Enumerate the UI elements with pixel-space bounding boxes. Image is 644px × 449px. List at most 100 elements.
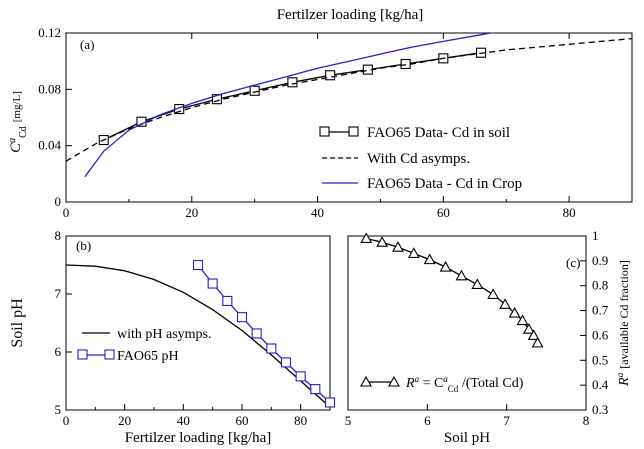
panel-c-frame: [347, 235, 587, 411]
panel-b-series-1-point: [236, 312, 248, 323]
panel-c-series: [360, 232, 544, 348]
legend-entry-cd-in-soil: FAO65 Data- Cd in soil: [319, 125, 510, 141]
panel-b-xtick-label: 0: [63, 413, 70, 428]
panel-b-series-1-point: [266, 343, 277, 354]
legend-entry-cd-in-crop: FAO65 Data - Cd in Crop: [322, 176, 522, 192]
panel-a-series-0-point: [249, 85, 260, 96]
panel-b-xtick-label: 60: [236, 413, 249, 428]
panel-a-series-0-point: [287, 77, 298, 88]
panel-c-series-0-point: [516, 314, 529, 326]
panel-b-series-1-point: [207, 278, 218, 289]
panel-c-series-0-point: [508, 306, 521, 318]
panel-c-ytick-label: 0.6: [592, 327, 609, 342]
panel-b-ticks: 0 20 40 60 80 5 6 7 8: [55, 228, 308, 428]
panel-c-ticks: 5 6 7 80.3 0.4 0.5 0.6 0.7 0.8 0.9 1: [345, 228, 609, 428]
panel-c-ytick-label: 0.4: [592, 377, 609, 392]
panel-c-ylabel-sup: a: [615, 372, 625, 377]
panel-b-series-1-point: [324, 397, 336, 408]
legend-label-cd-in-crop: FAO65 Data - Cd in Crop: [367, 176, 522, 192]
panel-b-legend: with pH asymps. FAO65 pH: [77, 327, 212, 364]
panel-b-series-1-line: [197, 264, 330, 403]
legend-entry-ph-asymps: with pH asymps.: [82, 327, 212, 342]
panel-a-ytick-label: 0.12: [38, 25, 61, 40]
panel-c-ytick-label: 0.5: [592, 352, 608, 367]
panel-c-series-0-point: [487, 288, 500, 299]
panel-c-ytick-label: 0.3: [592, 402, 608, 417]
panel-b-ytick-label: 5: [55, 402, 62, 417]
panel-c-label: (c): [566, 255, 580, 270]
panel-a-top-xlabel: Fertilzer loading [kg/ha]: [277, 7, 424, 23]
panel-a-ytick-label: 0.08: [38, 81, 61, 96]
panel-a-series-2-line: [84, 33, 495, 178]
panel-c-series-0-point: [499, 298, 512, 309]
legend-label-cd-asymps: With Cd asymps.: [367, 151, 470, 167]
panel-a-ticks: 0 20 40 60 80 0 0.04 0.08 0.12: [38, 25, 575, 220]
panel-b-ylabel: Soil pH: [9, 298, 26, 348]
legend-marker-cd-in-soil: [319, 126, 330, 137]
panel-c-series-0-point: [392, 241, 404, 252]
panel-b-series-1-point: [222, 295, 233, 307]
legend-ra-sup2: a: [443, 374, 448, 384]
panel-b-xtick-label: 40: [177, 413, 190, 428]
panel-a-ylabel: CaCd [mg/L]: [7, 91, 29, 153]
panel-a-series-1-line: [66, 37, 632, 162]
panel-b-series-1-point: [280, 357, 292, 368]
legend-ra-r: R: [405, 376, 415, 391]
panel-b-series-0-line: [66, 264, 330, 408]
legend-ra-eq: = C: [419, 376, 443, 391]
panel-a: Fertilzer loading [kg/ha] (a) CaCd [mg/L]…: [7, 7, 633, 220]
panel-a-xtick-label: 40: [311, 205, 324, 220]
panel-c-ylabel-main: R: [617, 377, 632, 387]
panel-b-series-1-point: [192, 259, 204, 271]
legend-marker-cd-in-soil-2: [348, 126, 359, 137]
legend-ra-sup: a: [415, 374, 420, 384]
panel-b-label: (b): [76, 238, 91, 253]
legend-label-ph-asymps: with pH asymps.: [117, 327, 212, 342]
panel-a-ylabel-main: C: [8, 142, 24, 153]
panel-b-xtick-label: 20: [118, 413, 131, 428]
legend-label-cd-in-soil: FAO65 Data- Cd in soil: [367, 125, 510, 141]
panel-c-ytick-label: 0.9: [592, 253, 608, 268]
panel-a-xtick-label: 20: [185, 205, 198, 220]
panel-b-series-1-point: [251, 328, 262, 339]
panel-c-ylabel: Ra [available Cd fraction]: [615, 260, 632, 387]
panel-b-series-1-point: [310, 384, 321, 395]
panel-b-series-1-point: [295, 371, 306, 382]
panel-a-ytick-label: 0.04: [38, 138, 61, 153]
panel-a-legend: FAO65 Data- Cd in soil With Cd asymps. F…: [319, 125, 522, 192]
panel-c-series-0-point: [531, 336, 544, 348]
panel-c-series-0-line: [366, 237, 539, 344]
panel-c-series-0-point: [439, 260, 452, 272]
panel-b-ytick-label: 8: [55, 228, 62, 243]
panel-c-series-0-point: [407, 247, 420, 258]
legend-label-fao65-ph: FAO65 pH: [117, 349, 179, 364]
legend-marker-ra-2: [388, 375, 400, 387]
legend-ra-tail: /(Total Cd): [458, 376, 523, 391]
panel-a-series-0-point: [400, 58, 411, 70]
panel-b-frame: [65, 235, 331, 411]
panel-a-series: [66, 33, 632, 178]
panel-a-frame: [65, 32, 633, 203]
panel-b-ytick-label: 7: [55, 286, 62, 301]
panel-a-xtick-label: 60: [437, 205, 450, 220]
panel-c-ytick-label: 0.8: [592, 278, 608, 293]
panel-c-xlabel: Soil pH: [444, 430, 490, 446]
panel-a-ylabel-unit: [mg/L]: [11, 91, 23, 122]
panel-c-xtick-label: 8: [583, 413, 590, 428]
panel-c-xtick-label: 5: [345, 413, 352, 428]
panel-c-ytick-label: 0.7: [592, 303, 609, 318]
panel-c-series-0-point: [522, 323, 535, 334]
panel-c-series-0-point: [471, 278, 484, 290]
panel-c-xtick-label: 7: [503, 413, 510, 428]
panel-b-xlabel: Fertilzer loading [kg/ha]: [125, 430, 272, 446]
panel-a-ylabel-sub: Cd: [18, 126, 29, 138]
panel-b-ytick-label: 6: [55, 344, 62, 359]
panel-c-series-0-point: [423, 253, 436, 265]
panel-c-series-0-point: [527, 329, 540, 340]
panel-c-series-0-point: [360, 232, 373, 244]
legend-entry-cd-asymps: With Cd asymps.: [322, 151, 470, 167]
legend-marker-ra: [360, 375, 372, 387]
legend-ra-sub: Cd: [448, 384, 459, 394]
panel-a-xtick-label: 80: [563, 205, 576, 220]
